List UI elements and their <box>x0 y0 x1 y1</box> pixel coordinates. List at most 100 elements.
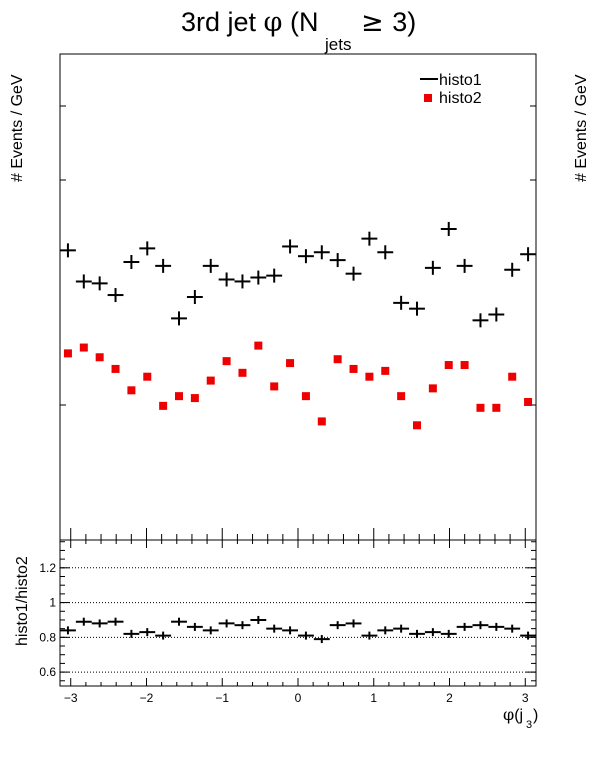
histo1-point <box>298 249 314 264</box>
histo2-point <box>365 372 374 381</box>
histo1-point <box>409 301 425 316</box>
ratio-point <box>520 631 536 640</box>
title-subscript: jets <box>324 35 351 54</box>
ratio-point <box>409 629 425 638</box>
title-box <box>178 4 416 56</box>
histo2-point <box>524 397 533 406</box>
ratio-point <box>91 619 108 628</box>
x-label-open: (j <box>514 707 523 724</box>
x-axis-label: φ(j <box>503 705 523 724</box>
title-phi-symbol: φ <box>264 7 283 38</box>
histo2-point <box>111 364 120 373</box>
chart-title: 3rd jet φ (N <box>181 7 318 38</box>
ratio-y-tick-label: 1.2 <box>39 561 56 575</box>
ratio-point <box>456 622 473 631</box>
ratio-point <box>218 619 235 628</box>
histo1-point <box>107 288 124 303</box>
histo2-point <box>143 372 152 381</box>
ratio-point <box>298 631 314 640</box>
title-prefix: 3rd jet <box>181 7 264 37</box>
legend-histo2-swatch <box>424 94 432 102</box>
ratio-point <box>250 615 267 624</box>
x-label-phi: φ <box>503 705 514 724</box>
ratio-point <box>488 622 505 631</box>
histo2-point <box>63 349 72 358</box>
ratio-point <box>472 621 489 630</box>
histo2-point <box>159 401 168 410</box>
x-tick-label: −1 <box>215 691 229 705</box>
ratio-point <box>202 626 219 635</box>
histo1-point <box>60 243 76 258</box>
histo1-point <box>202 258 219 273</box>
histo2-point <box>333 355 342 364</box>
x-tick-label: 1 <box>370 691 377 705</box>
ratio-point <box>361 631 378 640</box>
main-x-ticks <box>70 528 526 540</box>
title-open: (N <box>282 7 318 37</box>
histo2-point <box>381 366 390 375</box>
ratio-point <box>60 626 76 635</box>
histo1-point <box>456 258 473 273</box>
histo2-series <box>63 341 533 430</box>
histo1-point <box>186 290 203 304</box>
histo2-point <box>190 394 199 403</box>
histo1-point <box>377 245 394 260</box>
ratio-point <box>234 621 251 630</box>
legend-histo1-label: histo1 <box>439 72 482 89</box>
ratio-point <box>75 617 92 626</box>
histo1-point <box>155 258 172 273</box>
histo2-point <box>476 403 485 412</box>
legend: histo1 histo2 <box>420 72 482 107</box>
histo2-point <box>492 403 501 412</box>
ratio-x-ticks: −3 −2 −1 0 1 2 3 <box>64 540 529 705</box>
x-label-subscript: 3 <box>526 719 532 731</box>
right-y-axis-label: # Events / GeV <box>573 74 590 182</box>
histo2-point <box>206 376 215 385</box>
histo2-point <box>222 357 231 366</box>
histo2-point <box>444 361 453 370</box>
ratio-y-tick-label: 0.6 <box>39 665 56 679</box>
histo2-point <box>413 421 421 430</box>
histo2-point <box>79 343 88 352</box>
histo2-point <box>127 386 136 395</box>
histo1-point <box>171 311 187 326</box>
title-close: 3) <box>392 7 416 37</box>
histo2-point <box>508 372 517 381</box>
ratio-point <box>186 622 203 631</box>
histo2-point <box>238 368 247 377</box>
ratio-y-tick-label: 0.8 <box>39 630 56 644</box>
ratio-grid <box>60 567 536 673</box>
ratio-point <box>424 628 441 637</box>
title-geq: ≥ <box>361 7 392 38</box>
histo1-point <box>361 231 378 246</box>
histo2-point <box>460 361 469 370</box>
main-y-axis-label: # Events / GeV <box>9 74 26 182</box>
x-tick-label: −3 <box>64 691 78 705</box>
ratio-point <box>123 629 140 638</box>
ratio-point <box>107 617 124 626</box>
main-y-ticks <box>60 105 536 406</box>
histo1-point <box>472 313 489 328</box>
ratio-plot-frame <box>59 539 537 687</box>
ratio-y-axis-label: histo1/histo2 <box>14 556 31 646</box>
title-tail: ≥ 3) <box>361 7 416 38</box>
histo2-point <box>301 392 310 401</box>
ratio-y-tick-label: 1 <box>49 596 56 610</box>
ratio-series <box>60 615 536 644</box>
histo1-point <box>345 266 362 281</box>
ratio-y-ticks: 0.6 0.8 1 1.2 <box>39 541 536 682</box>
histo1-point <box>313 245 330 260</box>
ratio-point <box>440 629 457 638</box>
histo1-point <box>123 255 140 270</box>
histo2-point <box>175 392 183 401</box>
x-label-close: ) <box>533 707 538 724</box>
histo1-point <box>424 260 441 275</box>
histo1-point <box>440 221 457 236</box>
histo1-point <box>266 268 283 283</box>
histo1-point <box>282 239 298 254</box>
histo2-point <box>254 341 263 350</box>
histo2-point <box>270 382 279 391</box>
histo1-series <box>60 221 536 328</box>
histo1-point <box>91 276 108 291</box>
ratio-point <box>139 628 156 637</box>
